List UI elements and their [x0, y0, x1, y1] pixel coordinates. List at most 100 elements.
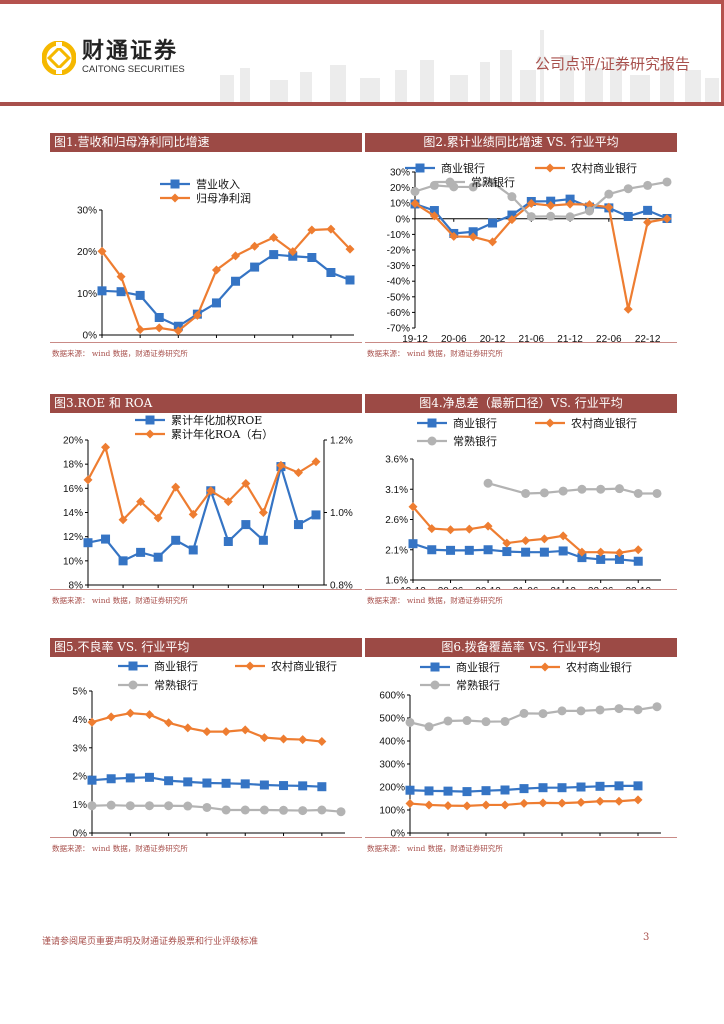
data-point — [211, 265, 221, 275]
data-point — [307, 253, 317, 262]
y-tick-label: 5% — [73, 687, 88, 698]
data-point — [298, 735, 308, 745]
data-point — [500, 785, 510, 795]
figure-4-chart: 1.6% 2.1% 2.6% 3.1% 3.6% 19-12 20-06 20-12 21-06… — [385, 416, 662, 589]
series-商业银行 — [87, 772, 327, 792]
series-农村商业银行 — [410, 199, 672, 314]
y-tick-label: 4% — [73, 715, 88, 726]
data-point — [405, 785, 415, 795]
y-tick-label: 600% — [379, 691, 405, 702]
legend-marker — [430, 680, 440, 690]
x-tick-label: 21-12 — [557, 334, 583, 342]
data-point — [410, 187, 420, 196]
x-tick-label: 19-12 — [400, 586, 426, 589]
data-point — [136, 547, 146, 557]
report-type-label: 公司点评/证券研究报告 — [534, 55, 690, 73]
y-tick-label: -20% — [387, 246, 410, 257]
data-point — [345, 275, 355, 285]
legend-marker — [128, 680, 138, 690]
data-point — [507, 215, 517, 225]
data-point — [164, 776, 174, 786]
y-tick-label: 0% — [391, 829, 406, 838]
x-tick-label: 21-06 — [204, 341, 230, 342]
data-point — [118, 556, 128, 566]
data-point — [481, 800, 491, 810]
figure-3-panel: 图3.ROE 和 ROA 8% 10% 12% 14% 16% 18% 20% 0.8% 1.0… — [50, 394, 362, 606]
data-point — [652, 488, 662, 498]
series-商业银行 — [405, 781, 643, 797]
y-tick-label: 300% — [379, 760, 405, 771]
y-tick-label: 10% — [77, 289, 97, 300]
x-tick-label: 20-06 — [441, 334, 467, 342]
figure-1-chart: 0% 10% 20% 30% 19-12 20-06 20-12 21-06 21-12 22-0… — [77, 177, 355, 342]
data-point — [546, 201, 556, 211]
data-point — [468, 232, 478, 242]
y-tick-label: 1.6% — [385, 576, 408, 587]
y-tick-label: 200% — [379, 783, 405, 794]
data-point — [118, 515, 128, 525]
caitong-logo-icon — [42, 41, 76, 75]
legend-marker — [430, 662, 440, 672]
source-divider — [365, 342, 677, 343]
data-point — [87, 717, 97, 727]
data-point — [135, 290, 145, 300]
data-point — [539, 534, 549, 544]
data-point — [173, 321, 183, 331]
data-point — [405, 717, 415, 727]
data-point — [173, 326, 183, 336]
data-point — [507, 210, 517, 220]
y-tick-label: -10% — [387, 230, 410, 241]
data-point — [462, 787, 472, 797]
data-point — [154, 313, 164, 322]
legend-label: 商业银行 — [456, 660, 500, 674]
data-point — [519, 798, 529, 808]
data-point — [241, 520, 251, 530]
data-point — [539, 547, 549, 557]
figure-title: 图3.ROE 和 ROA — [50, 394, 362, 413]
data-point — [258, 508, 268, 517]
header-right-bar — [721, 0, 724, 106]
data-point — [258, 535, 268, 545]
data-point — [250, 241, 260, 251]
data-point — [429, 180, 439, 190]
y-tick-label: -30% — [387, 261, 410, 272]
data-point — [614, 704, 624, 714]
data-point — [259, 780, 269, 790]
data-point — [221, 805, 231, 815]
source-note: 数据来源： wind 数据，财通证券研究所 — [52, 349, 188, 358]
data-point — [125, 773, 135, 783]
data-point — [596, 547, 606, 557]
header-top-bar — [0, 0, 724, 4]
data-point — [614, 781, 624, 791]
data-point — [288, 247, 298, 257]
data-point — [97, 246, 107, 256]
y-tick-label: -40% — [387, 277, 410, 288]
data-point — [250, 262, 260, 272]
y-tick-label: -70% — [387, 324, 410, 335]
legend-marker — [245, 661, 255, 671]
legend-label: 商业银行 — [453, 416, 497, 430]
data-point — [633, 705, 643, 715]
data-point — [502, 538, 512, 548]
data-point — [604, 189, 614, 199]
data-point — [429, 206, 439, 216]
x-tick-label: 21-12 — [242, 341, 268, 342]
legend-label: 商业银行 — [441, 161, 485, 175]
x-tick-label: 20-12 — [475, 586, 501, 589]
series-line — [101, 253, 351, 328]
x-tick-label: 22-12 — [625, 586, 651, 589]
legend-label: 归母净利润 — [196, 191, 251, 205]
company-logo: 财通证券 CAITONG SECURITIES — [42, 40, 185, 76]
data-point — [519, 708, 529, 718]
legend-label: 农村商业银行 — [571, 161, 637, 175]
legend-label: 农村商业银行 — [566, 660, 632, 674]
data-point — [317, 737, 327, 747]
data-point — [311, 457, 321, 467]
y-tick-label: 0% — [83, 331, 98, 342]
data-point — [269, 250, 279, 260]
legend-marker — [145, 429, 155, 439]
data-point — [633, 795, 643, 805]
data-point — [539, 488, 549, 498]
legend-label: 营业收入 — [196, 177, 240, 191]
y-tick-label: 1% — [73, 800, 88, 811]
